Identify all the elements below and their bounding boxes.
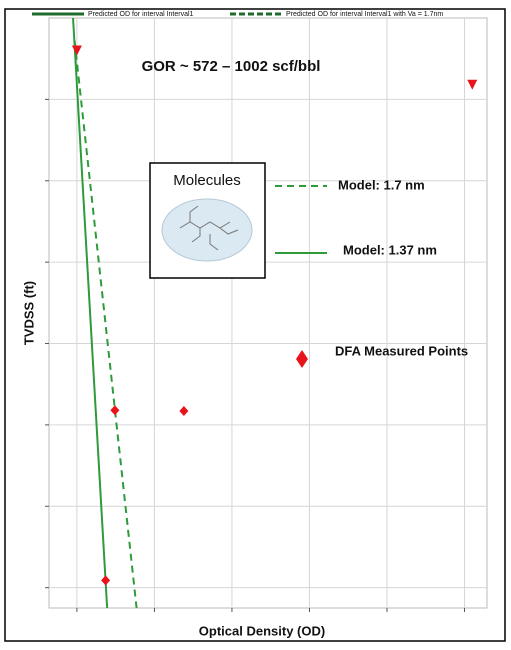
chart-title: GOR ~ 572 – 1002 scf/bbl (142, 58, 321, 75)
inset: Molecules (149, 162, 266, 279)
annotation: DFA Measured Points (335, 343, 468, 358)
molecule-bubble (161, 198, 253, 262)
annotation-marker (296, 350, 308, 368)
grid (45, 18, 487, 612)
annotation: Model: 1.37 nm (343, 242, 437, 257)
frame (4, 8, 506, 642)
legend-label: Predicted OD for interval Interval1 (88, 11, 194, 18)
inset-label: Molecules (173, 172, 241, 189)
x-axis-label: Optical Density (OD) (199, 623, 325, 638)
legend: Predicted OD for interval Interval1 Predi… (32, 11, 443, 18)
series-line (72, 17, 109, 609)
data-point (179, 406, 189, 417)
data-point (101, 575, 111, 586)
legend-label: Predicted OD for interval Interval1 with… (286, 11, 443, 18)
plot-area (48, 17, 488, 609)
data-point (110, 405, 120, 416)
molecule-drawing (179, 205, 239, 251)
data-point (467, 79, 478, 90)
annotation: Model: 1.7 nm (338, 177, 425, 192)
y-axis-label: TVDSS (ft) (21, 281, 36, 345)
data-point (71, 45, 82, 56)
